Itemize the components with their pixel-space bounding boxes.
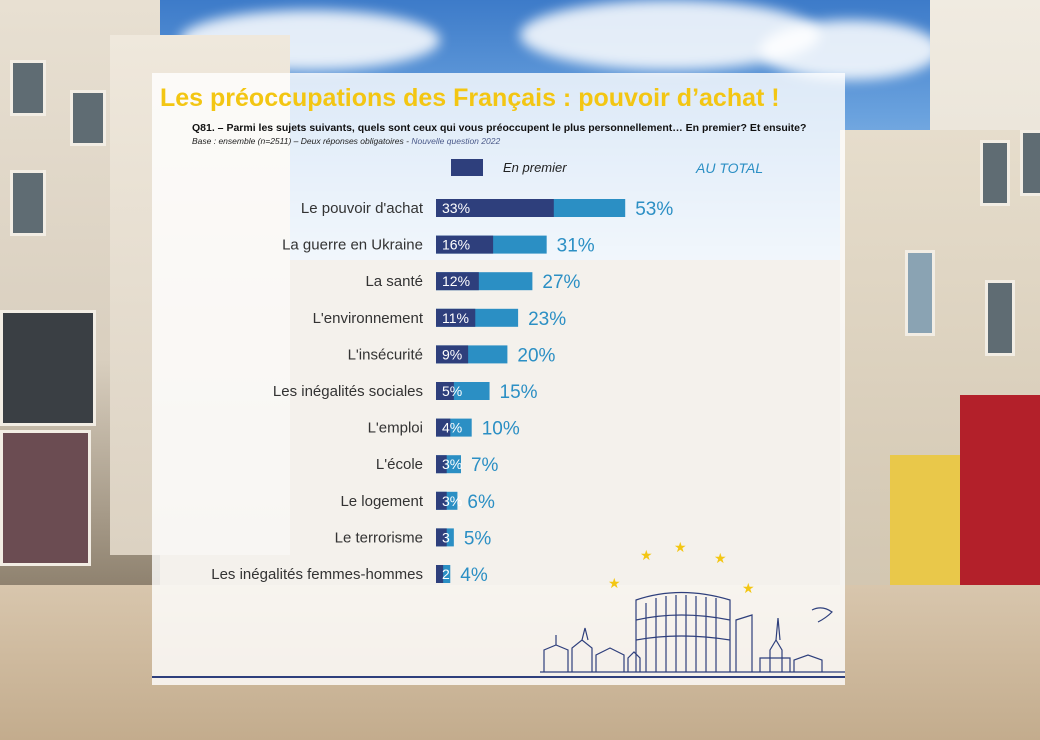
category-label: L'emploi [368,420,423,437]
bar-total-label: 10% [482,419,520,440]
bar-total-label: 6% [467,492,495,513]
bar-first-label: 12% [442,273,470,289]
bar-first-label: 33% [442,200,470,216]
category-label: Les inégalités sociales [273,383,423,400]
eu-star-icon: ★ [714,551,727,567]
window [905,250,935,336]
category-label: Le logement [340,493,423,510]
window [1020,130,1040,196]
bar-total-label: 5% [464,528,492,549]
bar-first [436,308,476,327]
bar-first-label: 9% [442,346,462,362]
bar-total-label: 7% [471,455,499,476]
category-label: Le terrorisme [335,529,423,546]
window [980,140,1010,206]
bar-first-label: 3% [442,493,462,509]
cloud [760,20,940,80]
bar-first [436,199,554,217]
bar-total-label: 4% [460,565,488,586]
bar-first-label: 11% [442,310,469,326]
new-question-note: Nouvelle question 2022 [411,136,501,146]
window [10,170,46,236]
red-shopfront [960,395,1040,605]
bar-total-label: 31% [557,236,595,257]
bar-first [436,272,479,291]
category-label: La guerre en Ukraine [282,237,423,254]
bar-total-label: 20% [517,345,555,366]
bar-total-label: 15% [500,382,538,403]
bar-first-label: 2 [442,566,450,582]
window [70,90,106,146]
bar-total-label: 23% [528,309,566,330]
category-label: L'insécurité [348,346,423,363]
bar-first [436,455,447,474]
window [985,280,1015,356]
legend-label-total: AU TOTAL [696,160,764,176]
bar-first [436,382,454,400]
bar-total-label: 27% [542,272,580,293]
chart-panel [152,73,845,685]
bar-first [436,491,447,510]
base-text: Base : ensemble (n=2511) – Deux réponses… [192,136,412,146]
bar-first-label: 3% [442,456,462,472]
legend-label-first: En premier [503,160,567,175]
bar-first [436,528,447,547]
eu-star-icon: ★ [674,540,687,556]
bar-first [436,345,469,364]
category-label: Le pouvoir d'achat [301,200,424,217]
bar-first [436,235,494,254]
bar-first [436,418,451,437]
eu-star-icon: ★ [608,576,621,592]
yellow-shopfront [890,455,960,585]
bar-first-label: 16% [442,237,470,253]
bar-first-label: 3 [442,529,450,545]
shop-window [0,430,91,566]
bar-total-label: 53% [635,199,673,220]
legend-swatch-first [451,159,483,176]
survey-question: Q81. – Parmi les sujets suivants, quels … [192,122,807,134]
survey-base: Base : ensemble (n=2511) – Deux réponses… [192,136,500,146]
chart-title: Les préoccupations des Français : pouvoi… [160,84,780,112]
category-label: L'école [376,456,423,473]
category-label: La santé [365,273,423,290]
bar-first [436,565,444,583]
bar-first-label: 4% [442,420,462,436]
shop-window [0,310,96,426]
panel-bottom-line [152,676,845,678]
bar-first-label: 5% [442,383,462,399]
eu-star-icon: ★ [640,548,653,564]
category-label: L'environnement [313,310,424,327]
eu-star-icon: ★ [742,581,755,597]
category-label: Les inégalités femmes-hommes [211,566,423,583]
window [10,60,46,116]
